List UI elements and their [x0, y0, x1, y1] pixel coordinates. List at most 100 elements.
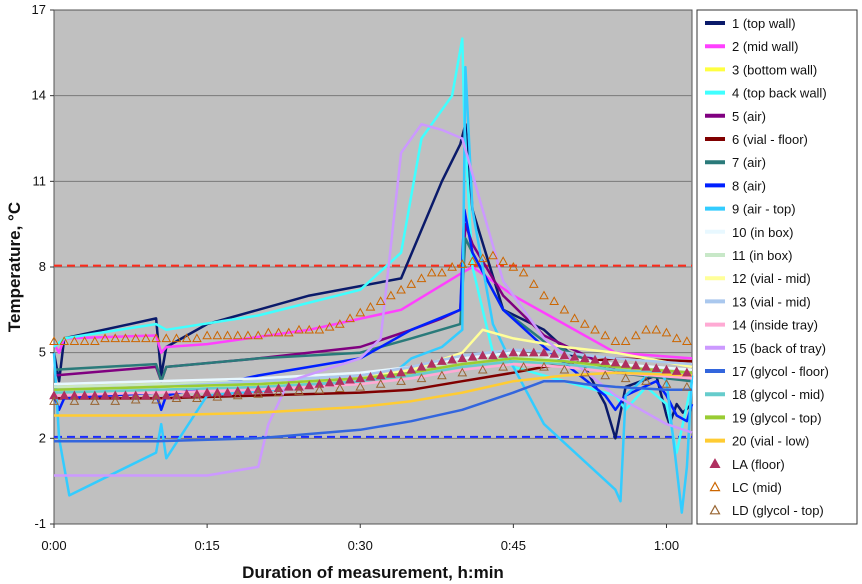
- marker-point-ld-glycol-top: [151, 394, 161, 404]
- marker-point-la-floor: [539, 347, 549, 357]
- legend-label: 19 (glycol - top): [732, 410, 822, 425]
- legend-label: 20 (vial - low): [732, 434, 809, 449]
- marker-point-ld-glycol-top: [130, 394, 141, 404]
- legend-label: 17 (glycol - floor): [732, 364, 829, 379]
- marker-point-ld-glycol-top: [273, 387, 284, 397]
- marker-point-lc-mid: [324, 321, 335, 331]
- marker-point-la-floor: [59, 390, 70, 400]
- marker-point-ld-glycol-top: [294, 386, 304, 395]
- marker-point-lc-mid: [294, 324, 304, 334]
- legend: 1 (top wall) 2 (mid wall) 3 (bottom wall) 4…: [705, 16, 829, 518]
- x-tick-label: 1:00: [654, 538, 679, 553]
- series-lines: [52, 37, 694, 514]
- y-tick-label: 17: [32, 2, 46, 17]
- y-tick-label: 14: [32, 88, 46, 103]
- marker-point-ld-glycol-top: [682, 381, 692, 391]
- marker-point-ld-glycol-top: [89, 396, 100, 405]
- marker-point-ld-glycol-top: [396, 376, 406, 385]
- series-line-20-vial-low: [54, 371, 693, 417]
- marker-point-ld-glycol-top: [457, 367, 468, 377]
- series-line-7-air: [53, 237, 693, 383]
- marker-point-lc-mid: [661, 327, 672, 337]
- marker-point-ld-glycol-top: [334, 383, 345, 393]
- legend-marker: [709, 504, 721, 515]
- legend-label: 4 (top back wall): [732, 86, 827, 101]
- marker-point-lc-mid: [212, 330, 223, 340]
- marker-point-ld-glycol-top: [232, 390, 243, 400]
- marker-point-lc-mid: [631, 330, 641, 340]
- marker-point-lc-mid: [355, 307, 366, 317]
- marker-point-ld-glycol-top: [171, 393, 182, 403]
- marker-point-lc-mid: [243, 330, 253, 340]
- marker-point-lc-mid: [477, 253, 488, 263]
- marker-point-lc-mid: [528, 279, 539, 288]
- marker-point-la-floor: [437, 356, 447, 365]
- marker-point-ld-glycol-top: [69, 396, 80, 405]
- marker-point-la-floor: [651, 363, 662, 373]
- marker-point-la-floor: [181, 389, 192, 398]
- marker-point-lc-mid: [110, 333, 121, 343]
- marker-point-lc-mid: [334, 319, 345, 328]
- marker-point-la-floor: [161, 390, 172, 400]
- y-tick-labels: -1 2 5 8 11 14 17: [32, 2, 54, 531]
- marker-point-la-floor: [202, 387, 212, 397]
- marker-point-ld-glycol-top: [498, 361, 509, 371]
- marker-point-lc-mid: [508, 261, 519, 271]
- marker-point-la-floor: [406, 364, 417, 374]
- reference-lines: [54, 264, 692, 438]
- marker-point-lc-mid: [222, 330, 233, 340]
- marker-point-la-floor: [498, 349, 509, 358]
- legend-label: LD (glycol - top): [732, 503, 824, 518]
- legend-label: 3 (bottom wall): [732, 62, 817, 77]
- marker-point-la-floor: [100, 390, 110, 400]
- marker-point-lc-mid: [59, 336, 70, 345]
- marker-point-la-floor: [661, 364, 672, 374]
- marker-point-la-floor: [426, 359, 437, 368]
- series-line-17-glycol-floor: [54, 379, 692, 443]
- marker-point-lc-mid: [49, 336, 59, 345]
- y-tick-label: 5: [39, 345, 46, 360]
- marker-point-ld-glycol-top: [212, 391, 223, 401]
- marker-point-la-floor: [345, 374, 355, 384]
- marker-point-la-floor: [89, 390, 100, 400]
- marker-point-lc-mid: [120, 333, 131, 343]
- marker-point-la-floor: [355, 373, 366, 383]
- marker-point-la-floor: [416, 361, 427, 371]
- legend-label: 18 (glycol - mid): [732, 387, 824, 402]
- marker-point-lc-mid: [69, 336, 80, 345]
- marker-point-la-floor: [110, 390, 121, 400]
- marker-point-lc-mid: [682, 336, 692, 345]
- marker-point-lc-mid: [171, 333, 182, 343]
- marker-point-la-floor: [141, 390, 151, 400]
- marker-point-lc-mid: [151, 333, 161, 343]
- marker-point-ld-glycol-top: [314, 384, 325, 394]
- marker-point-lc-mid: [141, 333, 151, 343]
- marker-point-lc-mid: [406, 279, 417, 288]
- marker-point-lc-mid: [651, 324, 662, 334]
- marker-point-lc-mid: [365, 301, 376, 311]
- marker-point-lc-mid: [263, 327, 274, 337]
- x-tick-label: 0:45: [501, 538, 526, 553]
- marker-point-la-floor: [314, 379, 325, 388]
- marker-point-ld-glycol-top: [518, 361, 529, 371]
- marker-point-lc-mid: [100, 333, 110, 343]
- marker-point-lc-mid: [467, 256, 478, 265]
- series-line-19-glycol-top: [53, 357, 693, 392]
- y-tick-label: 8: [39, 259, 46, 274]
- marker-point-ld-glycol-top: [253, 389, 264, 398]
- legend-label: 1 (top wall): [732, 16, 796, 31]
- marker-point-ld-glycol-top: [437, 370, 447, 380]
- legend-marker: [709, 458, 721, 468]
- legend-label: LA (floor): [732, 457, 785, 472]
- marker-point-la-floor: [528, 347, 539, 357]
- legend-label: 11 (in box): [732, 248, 792, 263]
- legend-label: 9 (air - top): [732, 202, 796, 217]
- marker-point-la-floor: [671, 366, 682, 375]
- marker-point-la-floor: [263, 384, 274, 394]
- marker-point-lc-mid: [569, 313, 580, 323]
- marker-point-la-floor: [467, 351, 478, 361]
- marker-point-ld-glycol-top: [600, 370, 611, 380]
- marker-point-la-floor: [386, 369, 396, 378]
- marker-point-ld-glycol-top: [477, 364, 488, 374]
